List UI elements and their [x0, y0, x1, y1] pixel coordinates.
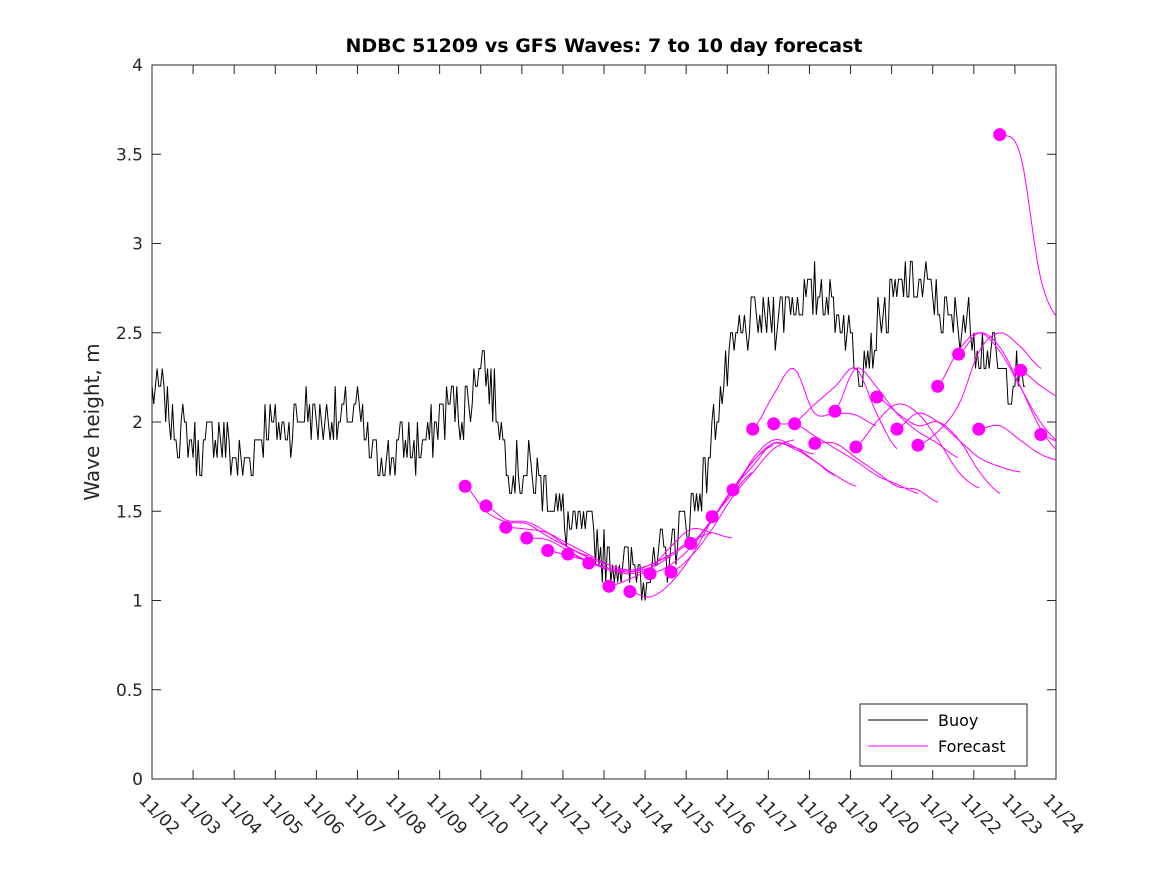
- forecast-start-marker: [520, 531, 534, 545]
- forecast-run-line: [1040, 434, 1056, 442]
- x-tick-label: 11/05: [258, 790, 307, 839]
- forecast-start-marker: [561, 547, 575, 561]
- legend-buoy-label: Buoy: [938, 711, 978, 730]
- buoy-line: [152, 260, 1026, 601]
- forecast-start-marker: [458, 479, 472, 493]
- x-tick-label: 11/15: [669, 790, 718, 839]
- forecast-start-marker: [499, 520, 513, 534]
- forecast-run-line: [999, 134, 1056, 317]
- forecast-start-marker: [993, 128, 1007, 142]
- forecast-run-line: [752, 367, 877, 430]
- forecast-start-marker: [911, 438, 925, 452]
- y-tick-label: 0.5: [116, 681, 143, 701]
- forecast-run-line: [958, 332, 1056, 451]
- forecast-start-marker: [726, 483, 740, 497]
- y-tick-label: 2: [132, 413, 143, 433]
- forecast-start-marker: [828, 404, 842, 418]
- x-tick-label: 11/16: [710, 790, 759, 839]
- legend: Buoy Forecast: [859, 703, 1028, 767]
- forecast-start-marker: [1034, 427, 1048, 441]
- y-tick-label: 4: [132, 56, 143, 76]
- forecast-start-marker: [705, 510, 719, 524]
- y-tick-label: 0: [132, 770, 143, 790]
- forecast-start-marker: [643, 567, 657, 581]
- x-tick-label: 11/17: [751, 790, 800, 839]
- forecast-start-marker: [972, 422, 986, 436]
- x-tick-label: 11/22: [956, 790, 1005, 839]
- x-tick-label: 11/03: [176, 790, 225, 839]
- forecast-start-marker: [1014, 363, 1028, 377]
- y-tick-label: 3.5: [116, 145, 143, 165]
- x-tick-label: 11/23: [997, 790, 1046, 839]
- y-tick-label: 3: [132, 235, 143, 255]
- x-tick-label: 11/07: [340, 790, 389, 839]
- chart-title: NDBC 51209 vs GFS Waves: 7 to 10 day for…: [345, 35, 862, 57]
- forecast-start-marker: [849, 440, 863, 454]
- y-tick-label: 1: [132, 592, 143, 612]
- x-tick-label: 11/06: [299, 790, 348, 839]
- forecast-start-marker: [664, 565, 678, 579]
- forecast-run-line: [896, 412, 1021, 473]
- x-tick-label: 11/11: [504, 790, 553, 839]
- forecast-start-marker: [479, 499, 493, 513]
- x-tick-label: 11/20: [874, 790, 923, 839]
- forecast-start-marker: [602, 579, 616, 593]
- legend-forecast-label: Forecast: [938, 737, 1006, 756]
- x-tick-label: 11/09: [422, 790, 471, 839]
- x-tick-label: 11/14: [628, 790, 677, 839]
- forecast-start-marker: [870, 390, 884, 404]
- x-tick-label: 11/08: [381, 790, 430, 839]
- forecast-start-marker: [767, 417, 781, 431]
- forecast-start-marker: [684, 536, 698, 550]
- x-tick-label: 11/21: [915, 790, 964, 839]
- y-axis-label: Wave height, m: [80, 343, 104, 500]
- x-tick-label: 11/02: [134, 790, 183, 839]
- forecast-run-line: [794, 423, 919, 494]
- forecast-start-marker: [582, 556, 596, 570]
- forecast-start-marker: [746, 422, 760, 436]
- legend-box: [859, 703, 1028, 767]
- x-tick-label: 11/12: [545, 790, 594, 839]
- forecast-run-line: [608, 527, 733, 587]
- forecast-start-marker: [541, 544, 555, 558]
- forecast-start-marker: [623, 585, 637, 599]
- x-tick-label: 11/10: [463, 790, 512, 839]
- forecast-run-line: [1020, 369, 1056, 396]
- x-tick-label: 11/04: [217, 790, 266, 839]
- forecast-start-marker: [931, 379, 945, 393]
- plot-area: [151, 64, 1057, 780]
- forecast-run-line: [978, 424, 1056, 461]
- forecast-run-line: [732, 438, 857, 491]
- y-tick-label: 2.5: [116, 324, 143, 344]
- forecast-start-marker: [788, 417, 802, 431]
- y-tick-label: 1.5: [116, 502, 143, 522]
- forecast-run-line: [670, 439, 795, 573]
- forecast-start-marker: [808, 436, 822, 450]
- forecast-run-line: [917, 332, 1042, 446]
- forecast-start-marker: [952, 347, 966, 361]
- x-tick-label: 11/18: [792, 790, 841, 839]
- forecast-run-line: [505, 526, 630, 571]
- x-tick-label: 11/19: [833, 790, 882, 839]
- forecast-start-marker: [890, 422, 904, 436]
- x-tick-label: 11/13: [586, 790, 635, 839]
- x-tick-label: 11/24: [1038, 790, 1087, 839]
- forecast-run-line: [814, 441, 939, 503]
